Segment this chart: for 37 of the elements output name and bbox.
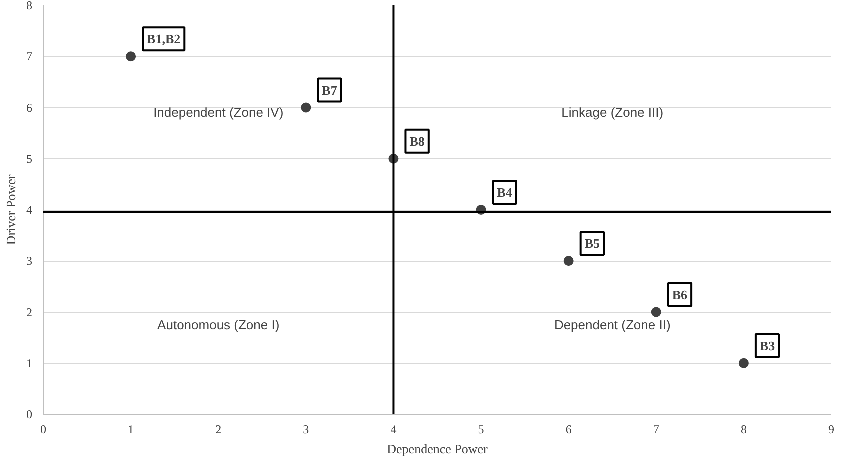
annotation: Independent (Zone IV) (154, 105, 284, 120)
point (738, 358, 749, 368)
y-tick-label: 4 (26, 203, 32, 217)
y-tick-label: 0 (26, 408, 32, 422)
annotation: B1,B2 (147, 32, 181, 47)
x-tick-label: 2 (216, 422, 222, 436)
x-tick-label: 3 (303, 422, 310, 436)
point (564, 256, 574, 266)
y-tick-label: 6 (26, 100, 32, 115)
annotation: B7 (322, 82, 338, 98)
x-axis-title: Dependence Power (387, 442, 489, 456)
annotation: Dependent (Zone II) (554, 318, 671, 333)
x-tick-label: 8 (740, 422, 747, 436)
point (126, 52, 136, 62)
point (651, 307, 662, 318)
y-tick-label: 8 (26, 0, 32, 12)
x-tick-label: 4 (390, 422, 397, 436)
annotation: B5 (584, 236, 601, 252)
annotation: B8 (410, 134, 426, 149)
x-tick-label: 7 (653, 422, 660, 436)
y-tick-label: 5 (26, 152, 32, 166)
annotation: B6 (672, 287, 688, 302)
annotation: Linkage (Zone III) (562, 105, 664, 120)
x-tick-label: 5 (478, 422, 484, 436)
point (301, 102, 312, 113)
annotation: B3 (760, 338, 776, 354)
y-tick-label: 7 (26, 50, 32, 64)
y-axis-title: Driver Power (4, 174, 18, 246)
x-tick-label: 9 (828, 422, 834, 436)
x-tick-label: 1 (128, 422, 134, 436)
x-tick-label: 0 (40, 422, 46, 436)
y-tick-label: 3 (26, 254, 32, 268)
x-tick-label: 6 (566, 422, 572, 436)
annotation: Autonomous (Zone I) (158, 318, 280, 333)
y-tick-label: 1 (26, 356, 32, 370)
y-tick-label: 2 (26, 305, 32, 320)
annotation: B4 (497, 185, 513, 200)
